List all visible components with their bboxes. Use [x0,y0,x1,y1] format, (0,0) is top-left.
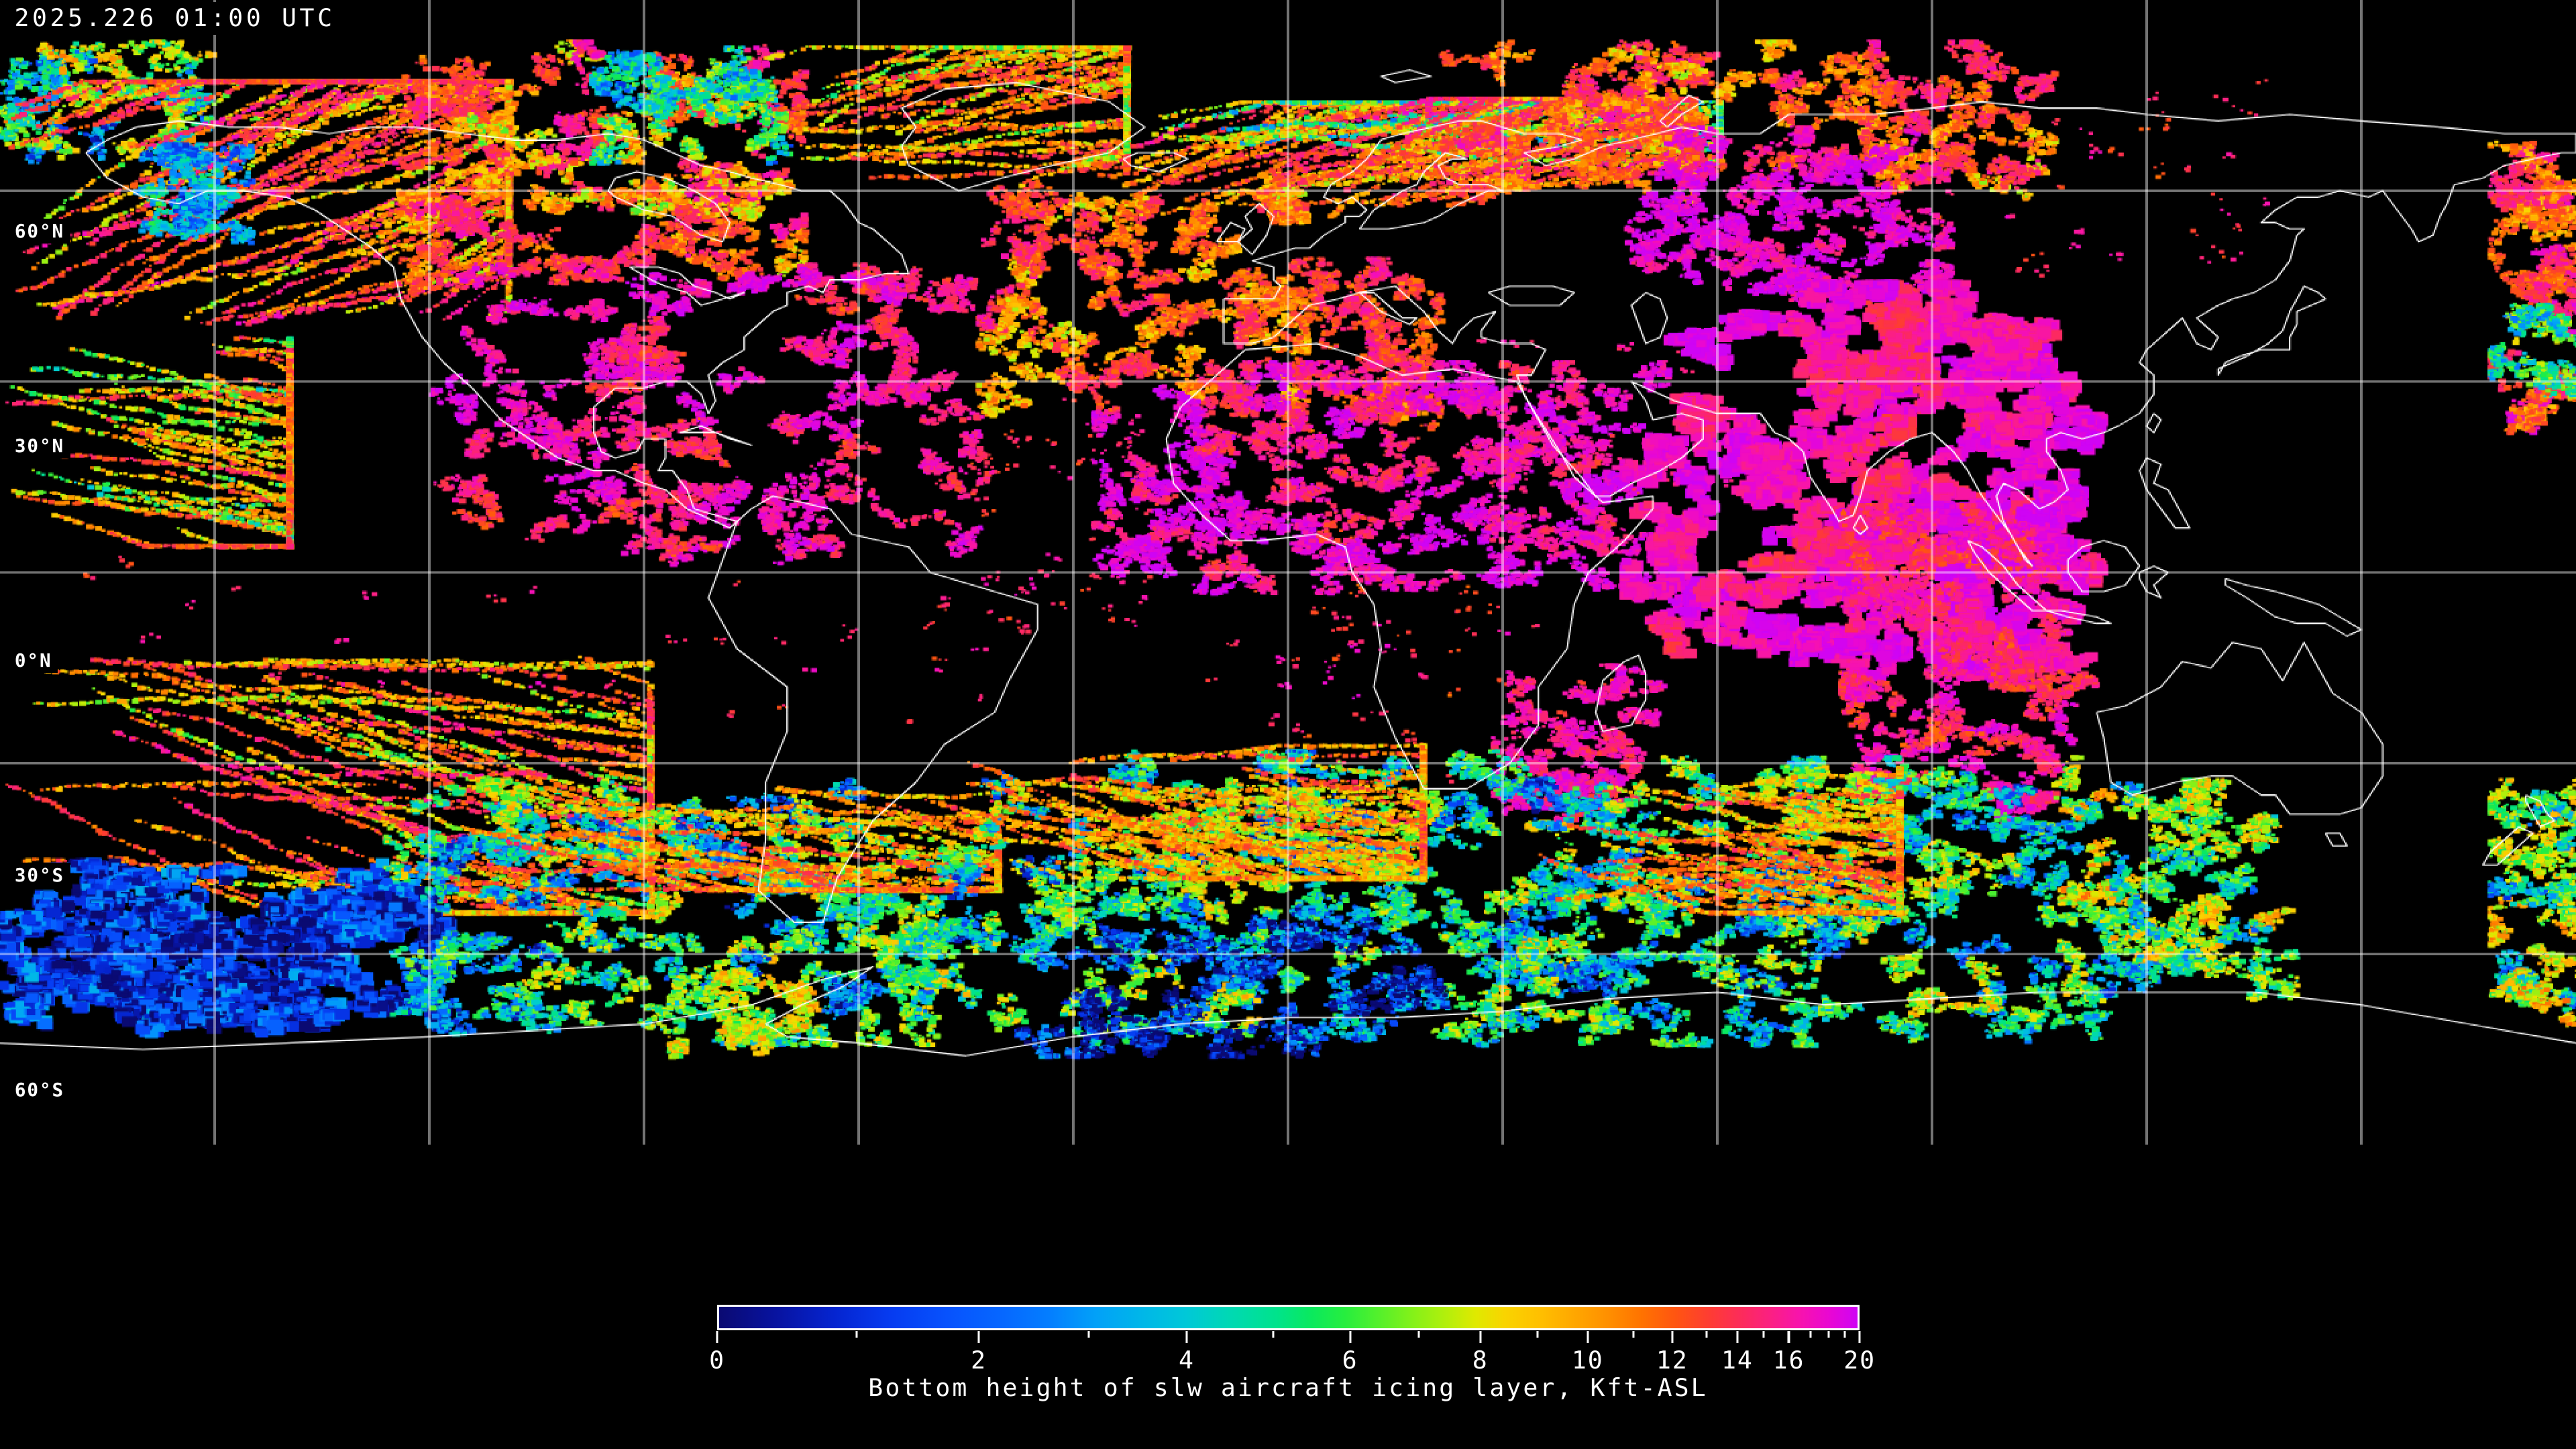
lat-label: 30°S [9,863,70,888]
colorbar-ticks [716,1330,1861,1344]
colorbar-minor-tick [1809,1330,1812,1338]
colorbar-major-tick [1348,1330,1352,1344]
lat-label: 60°N [9,219,70,244]
colorbar-minor-tick [1762,1330,1765,1338]
colorbar-major-tick [1479,1330,1482,1344]
colorbar-minor-tick [1827,1330,1830,1338]
colorbar-major-tick [1736,1330,1739,1344]
colorbar-tick-label: 12 [1656,1345,1688,1375]
colorbar-minor-tick [1087,1330,1090,1338]
timestamp: 2025.226 01:00 UTC [6,2,348,35]
colorbar-minor-tick [1417,1330,1420,1338]
lat-label: 0°N [9,648,58,673]
colorbar-major-tick [716,1330,718,1344]
lat-label: 30°N [9,433,70,458]
colorbar-major-tick [1185,1330,1188,1344]
colorbar-tick-label: 8 [1472,1345,1489,1375]
colorbar-major-tick [1671,1330,1674,1344]
colorbar-minor-tick [1705,1330,1708,1338]
lat-label: 60°S [9,1077,70,1102]
colorbar-major-tick [1587,1330,1589,1344]
colorbar-major-tick [1858,1330,1861,1344]
colorbar-title: Bottom height of slw aircraft icing laye… [868,1373,1708,1402]
colorbar-tick-label: 0 [709,1345,725,1375]
colorbar-tick-label: 4 [1179,1345,1195,1375]
colorbar-tick-label: 20 [1843,1345,1876,1375]
colorbar-major-tick [977,1330,980,1344]
colorbar [717,1305,1860,1331]
colorbar-major-tick [1787,1330,1790,1344]
colorbar-tick-labels: 0 2 4 6 8 10 12 14 16 20 [709,1346,1874,1375]
colorbar-gradient [719,1307,1858,1329]
colorbar-tick-label: 10 [1571,1345,1604,1375]
colorbar-tick-label: 6 [1342,1345,1358,1375]
colorbar-tick-label: 16 [1772,1345,1805,1375]
colorbar-tick-label: 14 [1721,1345,1754,1375]
colorbar-minor-tick [1632,1330,1635,1338]
colorbar-minor-tick [1843,1330,1846,1338]
colorbar-minor-tick [855,1330,858,1338]
colorbar-minor-tick [1536,1330,1539,1338]
world-icing-map-canvas [0,0,2576,1288]
colorbar-minor-tick [1272,1330,1275,1338]
colorbar-tick-label: 2 [971,1345,987,1375]
